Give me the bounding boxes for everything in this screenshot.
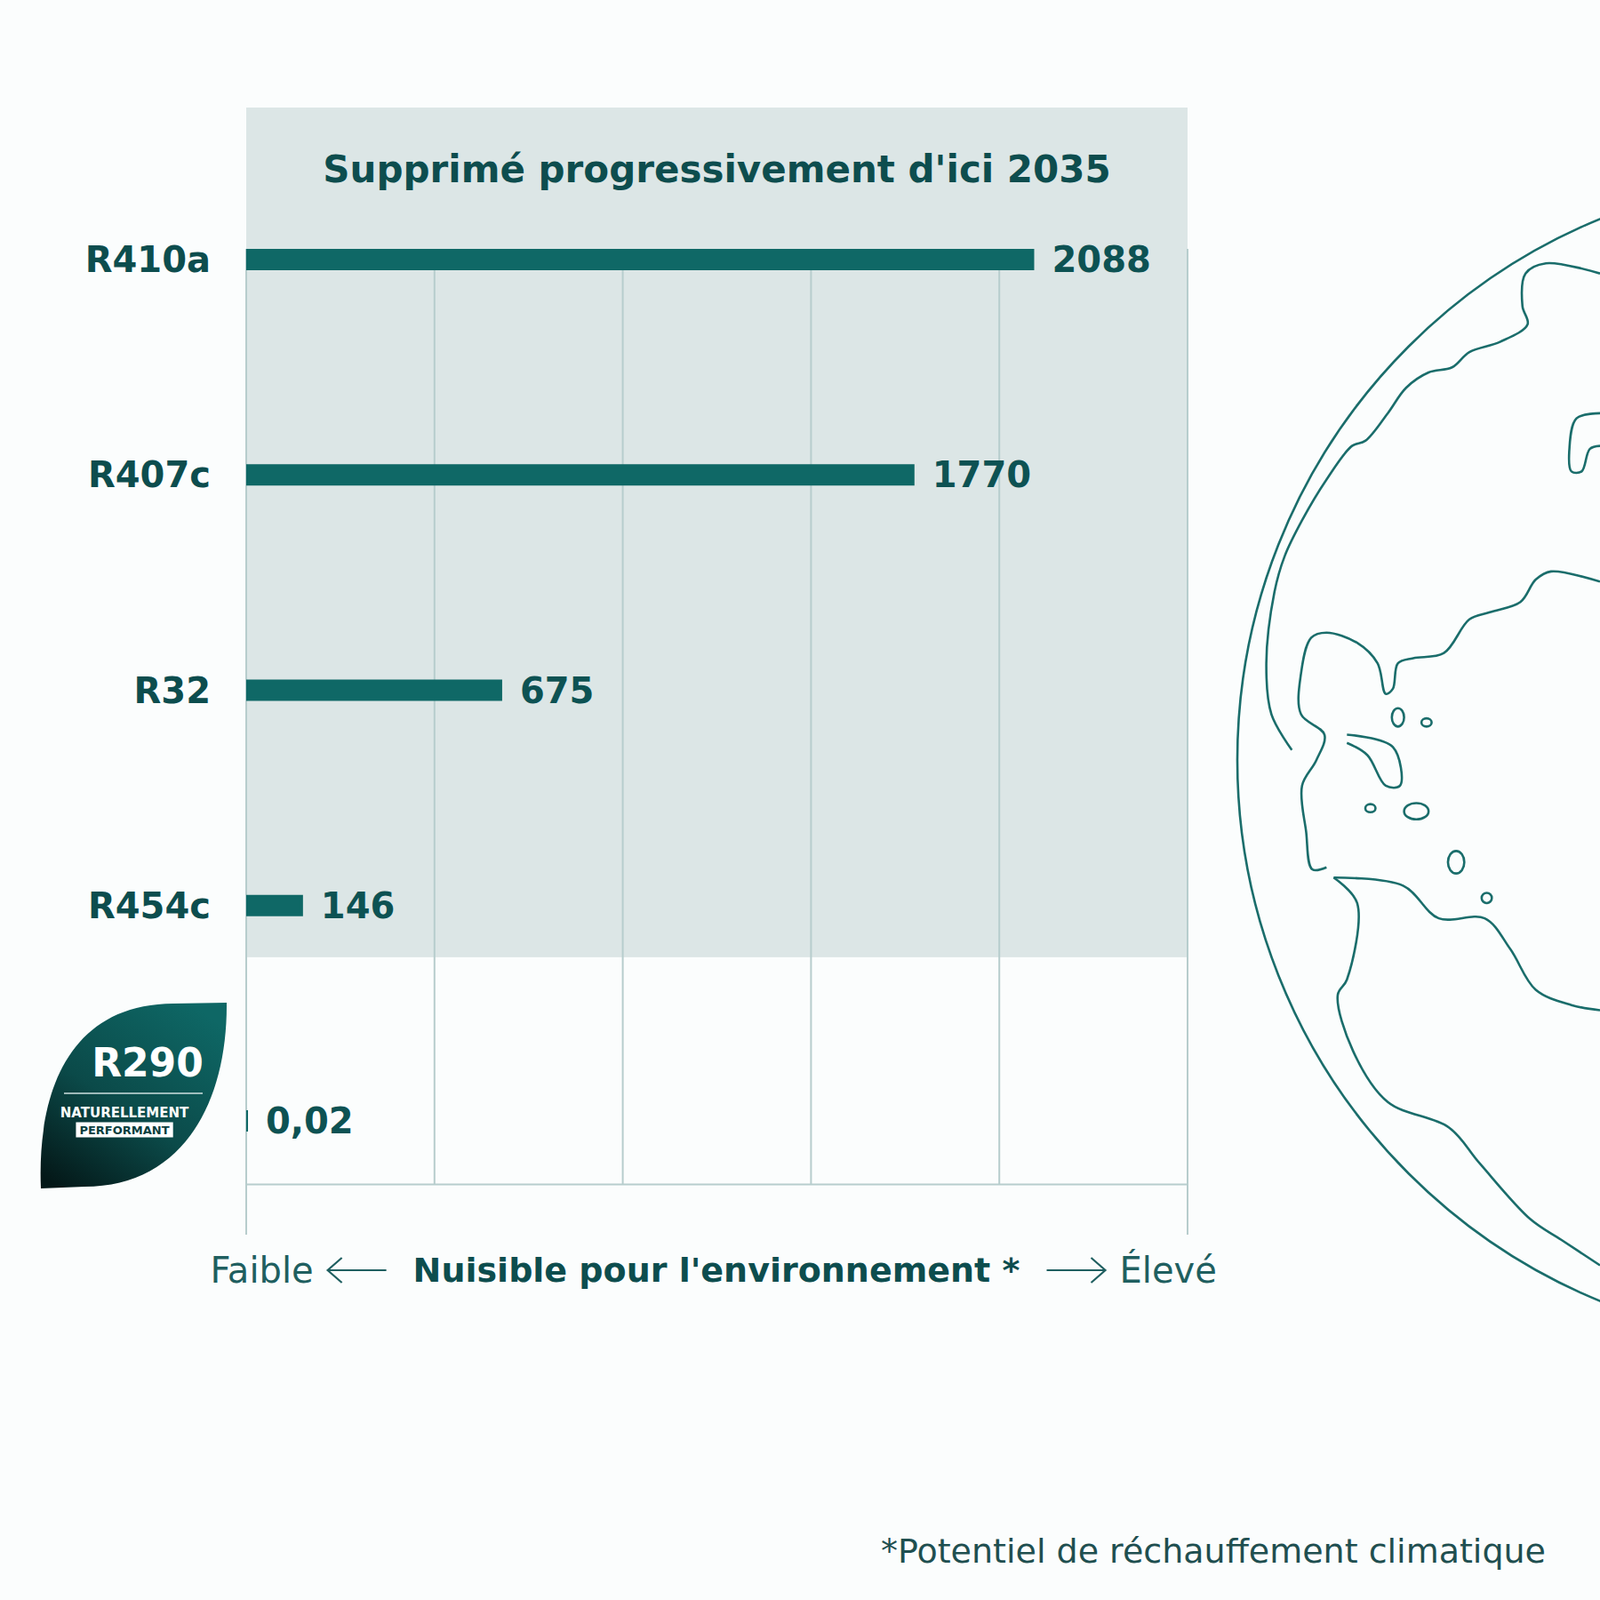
footnote: *Potentiel de réchauffement climatique bbox=[880, 1531, 1546, 1571]
category-label: R454c bbox=[88, 885, 211, 927]
data-labels: 2088 1770 675 146 0,02 bbox=[265, 239, 1152, 1142]
category-label: R407c bbox=[88, 454, 211, 496]
arrow-part bbox=[328, 1257, 343, 1283]
chart-title: Supprimé progressivement d'ici 2035 bbox=[322, 147, 1111, 192]
continent bbox=[1298, 571, 1600, 871]
arrow bbox=[1047, 1257, 1106, 1283]
category-labels: R410a R407c R32 R454c bbox=[85, 239, 211, 927]
grid-line bbox=[433, 248, 436, 1184]
bar bbox=[246, 681, 501, 700]
continent bbox=[1333, 877, 1600, 1010]
badge-box bbox=[75, 1122, 173, 1138]
bars bbox=[246, 250, 1032, 1130]
bar bbox=[246, 465, 913, 484]
badge-rule bbox=[64, 1092, 203, 1095]
grid bbox=[246, 248, 1188, 1235]
continent bbox=[1568, 413, 1600, 473]
continent bbox=[1333, 877, 1600, 1265]
island bbox=[1481, 892, 1492, 903]
globe-decoration bbox=[1237, 175, 1600, 1345]
continent bbox=[1346, 735, 1402, 789]
badge-leaf bbox=[40, 1002, 227, 1189]
x-axis-title: Nuisible pour l'environnement * bbox=[413, 1250, 1021, 1290]
bar bbox=[246, 250, 1032, 269]
badge-text: PERFORMANT bbox=[79, 1123, 169, 1137]
badge: R290 NATURELLEMENT PERFORMANT bbox=[40, 1002, 227, 1189]
grid-line bbox=[1186, 248, 1189, 1235]
arrow-part bbox=[1047, 1269, 1106, 1272]
chart-svg: Supprimé progressivement d'ici 2035 2088 1… bbox=[0, 0, 1600, 1600]
axis-end-label: Élevé bbox=[1120, 1248, 1217, 1291]
arrow-part bbox=[1091, 1257, 1106, 1283]
category-label: R410a bbox=[85, 239, 211, 280]
x-axis-line bbox=[247, 1184, 1189, 1186]
data-label: 2088 bbox=[1051, 239, 1151, 280]
category-label: R32 bbox=[134, 670, 211, 712]
globe-outline bbox=[1237, 175, 1600, 1345]
arrow bbox=[328, 1257, 387, 1283]
arrow-part bbox=[328, 1269, 387, 1272]
badge-text: NATURELLEMENT bbox=[60, 1104, 190, 1121]
grid-line bbox=[998, 248, 1000, 1184]
x-axis bbox=[247, 1184, 1189, 1186]
island bbox=[1365, 804, 1376, 813]
grid-line bbox=[809, 248, 812, 1184]
grid-line bbox=[622, 248, 624, 1184]
bar bbox=[246, 896, 302, 915]
data-label: 146 bbox=[320, 885, 396, 927]
data-label: 0,02 bbox=[265, 1100, 354, 1142]
island bbox=[1392, 708, 1405, 728]
axis-end-label: Faible bbox=[210, 1249, 314, 1291]
data-label: 675 bbox=[520, 670, 595, 712]
grid-line bbox=[245, 248, 248, 1235]
category-label: R290 bbox=[91, 1040, 204, 1086]
island bbox=[1404, 802, 1430, 819]
continent bbox=[1266, 263, 1600, 751]
data-label: 1770 bbox=[932, 454, 1032, 496]
bar bbox=[246, 1112, 248, 1130]
island bbox=[1448, 850, 1464, 873]
axis-title-row: Nuisible pour l'environnement * Faible Éle… bbox=[210, 1248, 1217, 1291]
phase-out-zone bbox=[246, 107, 1188, 958]
island bbox=[1421, 718, 1432, 727]
